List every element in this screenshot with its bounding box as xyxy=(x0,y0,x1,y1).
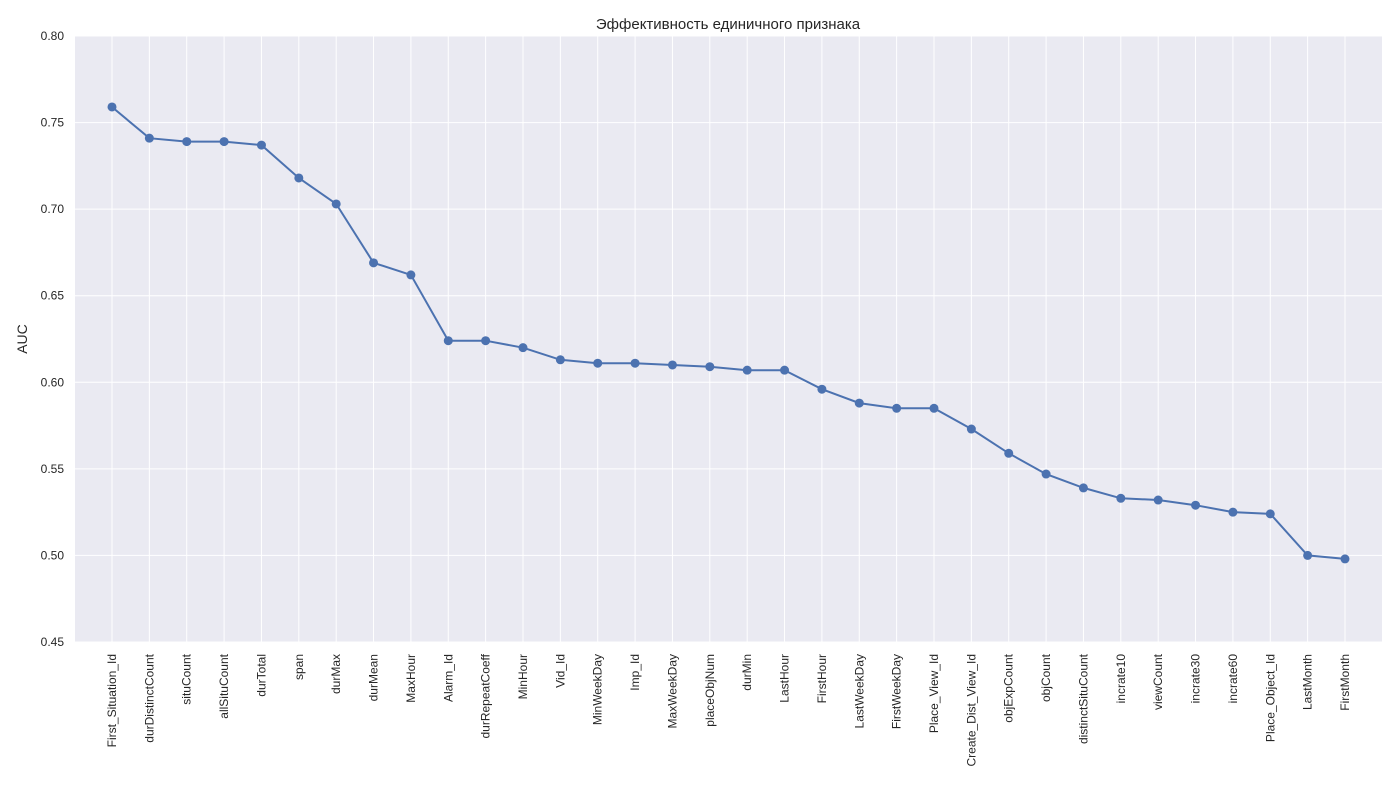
data-point xyxy=(107,102,117,112)
x-tick-label: MinWeekDay xyxy=(591,654,605,725)
data-point xyxy=(892,403,902,413)
data-point xyxy=(705,362,715,372)
data-point xyxy=(443,336,453,346)
data-point xyxy=(1116,493,1126,503)
data-point xyxy=(929,403,939,413)
data-point xyxy=(667,360,677,370)
x-tick-label: incrate10 xyxy=(1114,654,1128,704)
x-tick-label: Place_Object_Id xyxy=(1263,654,1277,742)
y-tick-label: 0.60 xyxy=(41,375,65,389)
data-point xyxy=(518,343,528,353)
x-tick-label: span xyxy=(292,654,306,680)
data-point xyxy=(630,358,640,368)
x-tick-label: distinctSituCount xyxy=(1076,653,1090,744)
x-tick-label: durTotal xyxy=(254,654,268,697)
x-tick-label: Imp_Id xyxy=(628,654,642,691)
data-point xyxy=(966,424,976,434)
data-point xyxy=(1265,509,1275,519)
data-point xyxy=(481,336,491,346)
x-tick-label: MaxHour xyxy=(404,654,418,703)
x-tick-label: durMean xyxy=(367,654,381,701)
x-tick-label: LastWeekDay xyxy=(852,654,866,728)
data-point xyxy=(1303,550,1313,560)
x-tick-label: durRepeatCoeff xyxy=(479,653,493,738)
y-tick-label: 0.65 xyxy=(41,289,65,303)
x-tick-label: LastMonth xyxy=(1301,654,1315,710)
series-line xyxy=(111,106,1346,560)
y-axis-label: AUC xyxy=(14,324,30,354)
x-tick-label: Alarm_Id xyxy=(441,654,455,702)
x-tick-label: viewCount xyxy=(1151,653,1165,710)
plot-area xyxy=(75,36,1382,642)
data-point xyxy=(1041,469,1051,479)
x-tick-label: FirstWeekDay xyxy=(890,654,904,729)
data-point xyxy=(593,358,603,368)
x-tick-label: FirstMonth xyxy=(1338,654,1352,711)
data-point xyxy=(1004,448,1014,458)
x-tick-label: durMin xyxy=(740,654,754,691)
x-tick-label: durDistinctCount xyxy=(142,653,156,742)
x-tick-label: placeObjNum xyxy=(703,654,717,727)
data-point xyxy=(555,355,565,365)
data-point xyxy=(369,258,379,268)
x-tick-label: Vid_Id xyxy=(553,654,567,688)
data-point xyxy=(854,398,864,408)
x-tick-label: allSituCount xyxy=(217,653,231,718)
chart-title: Эффективность единичного признака xyxy=(596,16,861,33)
data-point xyxy=(144,133,154,143)
data-point xyxy=(1191,500,1201,510)
x-tick-label: incrate60 xyxy=(1226,654,1240,704)
data-point xyxy=(182,137,192,147)
data-point xyxy=(742,365,752,375)
x-axis-ticks: First_Situation_Id durDistinctCount situCo… xyxy=(105,653,1352,766)
data-point xyxy=(1228,507,1238,517)
x-tick-label: FirstHour xyxy=(815,654,829,703)
data-point xyxy=(780,365,790,375)
data-point xyxy=(219,137,229,147)
x-tick-label: durMax xyxy=(329,654,343,694)
y-tick-label: 0.55 xyxy=(41,462,65,476)
y-axis-ticks: 0.45 0.50 0.55 0.60 0.65 0.70 0.75 0.80 xyxy=(41,29,65,649)
data-point xyxy=(817,384,827,394)
data-point xyxy=(1153,495,1163,505)
y-tick-label: 0.80 xyxy=(41,29,65,43)
data-point xyxy=(294,173,304,183)
y-tick-label: 0.45 xyxy=(41,635,65,649)
data-point xyxy=(1078,483,1088,493)
x-tick-label: Create_Dist_View_Id xyxy=(964,654,978,767)
y-tick-label: 0.50 xyxy=(41,548,65,562)
data-point xyxy=(406,270,416,280)
grid-lines xyxy=(75,35,1382,643)
x-tick-label: objExpCount xyxy=(1002,653,1016,722)
x-tick-label: Place_View_Id xyxy=(927,654,941,733)
x-tick-label: objCount xyxy=(1039,653,1053,702)
y-tick-label: 0.70 xyxy=(41,202,65,216)
y-tick-label: 0.75 xyxy=(41,116,65,130)
x-tick-label: First_Situation_Id xyxy=(105,654,119,747)
data-point xyxy=(331,199,341,209)
data-point xyxy=(1340,554,1350,564)
x-tick-label: MaxWeekDay xyxy=(665,654,679,728)
data-point xyxy=(256,140,266,150)
series-points xyxy=(107,102,1350,564)
x-tick-label: LastHour xyxy=(778,654,792,703)
x-tick-label: MinHour xyxy=(516,654,530,699)
x-tick-label: incrate30 xyxy=(1189,654,1203,704)
x-tick-label: situCount xyxy=(180,653,194,704)
